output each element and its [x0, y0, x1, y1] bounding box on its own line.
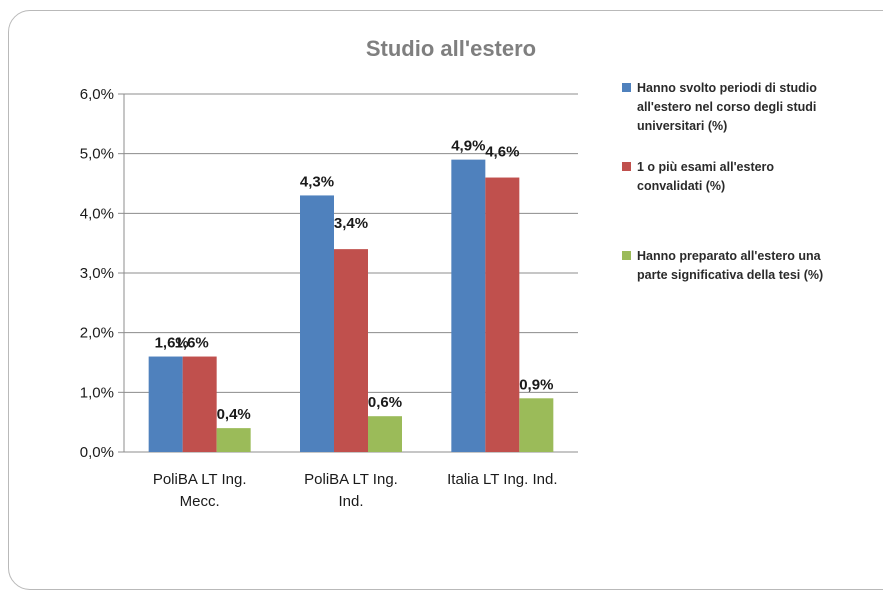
x-tick-label: Ind. [338, 493, 363, 510]
bar [148, 356, 183, 452]
legend-label: Hanno preparato all'estero una [637, 249, 822, 263]
legend-swatch [622, 162, 631, 171]
bar-chart: Studio all'estero 0,0% 1,0% 2,0% 3,0% 4,0% 5,… [80, 36, 823, 510]
x-tick-label: Mecc. [180, 493, 220, 510]
bars [148, 159, 554, 453]
bar [334, 249, 368, 452]
legend-swatch [622, 251, 631, 260]
x-tick-label: Italia LT Ing. Ind. [447, 471, 557, 488]
y-tick-label: 6,0% [80, 86, 114, 103]
data-label: 4,3% [300, 173, 334, 190]
data-label: 0,6% [368, 394, 402, 411]
bar [368, 416, 402, 452]
x-tick-label: PoliBA LT Ing. [304, 471, 398, 488]
data-label: 4,6% [485, 144, 519, 161]
data-label: 4,9% [451, 138, 485, 155]
legend-label: parte significativa della tesi (%) [637, 268, 823, 282]
bar [519, 398, 554, 452]
data-label: 1,6% [155, 335, 189, 352]
y-tick-label: 3,0% [80, 265, 114, 282]
data-label: 0,9% [519, 376, 553, 393]
legend-label: all'estero nel corso degli studi [637, 100, 816, 114]
bar [485, 177, 520, 453]
bar [182, 356, 217, 452]
bar [300, 195, 334, 452]
data-label: 0,4% [217, 406, 251, 423]
y-tick-label: 0,0% [80, 444, 114, 461]
legend-label: Hanno svolto periodi di studio [637, 81, 817, 95]
x-tick-label: PoliBA LT Ing. [153, 471, 247, 488]
chart-frame [8, 10, 883, 590]
bar [216, 428, 251, 452]
data-label: 3,4% [334, 215, 368, 232]
data-label: 1,6% [175, 335, 209, 352]
y-tick-label: 2,0% [80, 325, 114, 342]
data-labels: 1,6%1,6% 0,4% 4,3% 3,4% 0,6% 4,9% 4,6% 0,9% [155, 138, 554, 424]
legend-swatch [622, 83, 631, 92]
y-tick-label: 1,0% [80, 384, 114, 401]
y-tick-label: 4,0% [80, 205, 114, 222]
bar [451, 159, 486, 452]
legend-label: 1 o più esami all'estero [637, 160, 774, 174]
legend-label: convalidati (%) [637, 179, 725, 193]
chart-title: Studio all'estero [366, 36, 536, 61]
legend: Hanno svolto periodi di studio all'estero… [622, 81, 823, 282]
legend-label: universitari (%) [637, 119, 727, 133]
y-tick-label: 5,0% [80, 146, 114, 163]
